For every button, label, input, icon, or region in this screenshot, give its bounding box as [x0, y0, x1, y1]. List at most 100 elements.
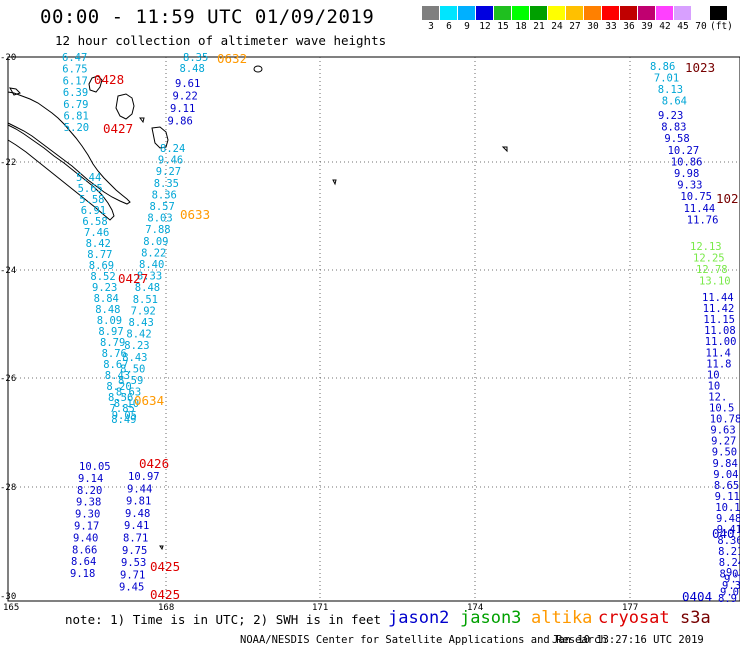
colorbar-swatch: [512, 6, 530, 20]
pass-time-label: 0427: [118, 271, 148, 286]
wave-height-value: 9.05: [112, 410, 137, 422]
colorbar-swatch: [476, 6, 494, 20]
legend-altika: altika: [531, 608, 593, 628]
wave-height-value: 10.5: [709, 403, 734, 415]
wave-height-value: 8.69: [89, 260, 114, 272]
colorbar-swatch: [584, 6, 602, 20]
wave-height-value: 9.27: [156, 166, 181, 178]
pass-time-label: 0427: [103, 121, 133, 136]
wave-height-value: 8.42: [126, 329, 151, 341]
wave-height-value: 8.49: [111, 414, 136, 426]
wave-height-value: 10.86: [671, 156, 703, 168]
wave-height-value: 9.53: [121, 557, 146, 569]
wave-height-value: 8.48: [135, 282, 160, 294]
wave-height-value: 8.77: [87, 249, 112, 261]
pass-time-label: 0425: [150, 587, 180, 602]
wave-height-value: 8.56: [108, 392, 133, 404]
lon-label: 177: [622, 603, 638, 613]
wave-height-value: 9.71: [120, 569, 145, 581]
wave-height-value: 9.40: [73, 532, 98, 544]
colorbar-label: 39: [641, 21, 653, 32]
wave-height-value: 8.23: [124, 340, 149, 352]
colorbar-label: 36: [623, 21, 635, 32]
pass-time-label: 1023: [685, 60, 715, 75]
colorbar-label: 9: [464, 21, 470, 32]
wave-height-value: 7.46: [84, 227, 109, 239]
wave-height-value: 11.42: [703, 303, 735, 315]
colorbar-labels: 3 6 9 12 15 18 21 24 27 30 33 36 39 42 45 70 (ft): [422, 21, 733, 32]
wave-height-value: 8.63: [116, 387, 141, 399]
wave-height-value: 11.76: [687, 214, 719, 226]
wave-height-value: 12.: [708, 391, 727, 403]
wave-height-value: 8.64: [662, 96, 687, 108]
wave-height-value: 10: [707, 369, 720, 381]
pass-time-label: 0426: [139, 456, 169, 471]
lat-label: -28: [0, 483, 16, 493]
lon-label: 171: [312, 603, 328, 613]
wave-height-value: 9.61: [175, 78, 200, 90]
colorbar-label: 70: [695, 21, 707, 32]
wave-height-value: 8.65: [714, 480, 739, 492]
wave-height-value: 12.25: [693, 253, 725, 265]
timestamp-text: Jan 10 13:27:16 UTC 2019: [552, 634, 704, 646]
colorbar-swatch: [548, 6, 566, 20]
wave-height-value: 8.13: [658, 84, 683, 96]
pass-time-label: 0633: [180, 207, 210, 222]
wave-height-value: 7.92: [131, 305, 156, 317]
wave-height-value: 5.44: [76, 172, 101, 184]
wave-height-value: 8.64: [71, 556, 96, 568]
lat-label: -26: [0, 374, 16, 384]
wave-height-value: 9.3: [722, 580, 740, 592]
wave-height-value: 11.44: [684, 203, 716, 215]
wave-height-value: 13.10: [699, 276, 731, 288]
colorbar-swatch: [458, 6, 476, 20]
colorbar-swatch: [674, 6, 692, 20]
wave-height-value: 7.85: [110, 403, 135, 415]
wave-height-value: 9.44: [127, 483, 152, 495]
colorbar-swatch: [566, 6, 584, 20]
wave-height-value: 10.78: [710, 414, 740, 426]
map-grid: [8, 57, 740, 601]
wave-height-value: 7.88: [145, 224, 170, 236]
units-note: note: 1) Time is in UTC; 2) SWH is in fe…: [65, 612, 382, 627]
wave-height-value: 6.58: [82, 216, 107, 228]
wave-height-value: 8.21: [718, 546, 740, 558]
wave-height-value: 10.75: [680, 191, 712, 203]
wave-height-value: 9.14: [78, 473, 103, 485]
wave-height-value: 12.13: [690, 241, 722, 253]
credit-text: NOAA/NESDIS Center for Satellite Applica…: [240, 634, 607, 646]
pass-time-label: 0428: [94, 72, 124, 87]
pass-time-label: 040: [712, 526, 735, 541]
colorbar-label: 21: [533, 21, 545, 32]
wave-height-value: 9.11: [715, 491, 740, 503]
wave-height-value: 9.45: [119, 582, 144, 594]
wave-height-value: 9.63: [710, 425, 735, 437]
wave-height-value: 6.47: [62, 52, 87, 64]
wave-height-value: 9.48: [716, 513, 740, 525]
wave-height-value: 7.01: [654, 73, 679, 85]
wave-height-value: 9.11: [170, 103, 195, 115]
wave-height-value: 8.76: [102, 348, 127, 360]
wave-height-value: 9.18: [70, 568, 95, 580]
wave-height-value: 9.98: [674, 168, 699, 180]
wave-height-value: 8.24: [719, 557, 740, 569]
lat-label: -24: [0, 266, 16, 276]
wave-height-value: 9.23: [658, 110, 683, 122]
wave-height-value: 10.19: [715, 502, 740, 514]
legend-jason2: jason2: [388, 608, 450, 628]
wave-height-value: 8.07: [720, 568, 740, 580]
wave-height-value: 11.8: [706, 358, 731, 370]
colorbar-swatch: [440, 6, 458, 20]
wave-height-value: 10: [708, 380, 721, 392]
wave-height-value: 8.35: [154, 178, 179, 190]
colorbar-label: 6: [446, 21, 452, 32]
wave-height-value: 10.05: [79, 461, 111, 473]
wave-height-value: 8.52: [90, 271, 115, 283]
wave-height-value: 8.10: [114, 398, 139, 410]
pass-time-label: 0634: [134, 393, 164, 408]
wave-height-value: 8.79: [100, 337, 125, 349]
wave-height-value: 9.38: [76, 497, 101, 509]
wave-height-value: 8.50: [120, 363, 145, 375]
wave-height-value: 8.86: [650, 61, 675, 73]
